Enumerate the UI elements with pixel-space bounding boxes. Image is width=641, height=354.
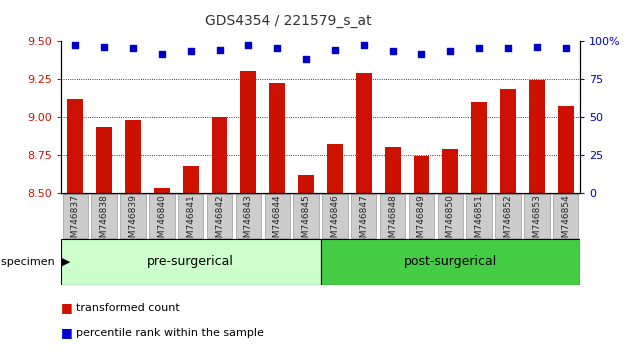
Text: GSM746837: GSM746837 xyxy=(71,194,80,249)
FancyBboxPatch shape xyxy=(149,194,174,238)
Point xyxy=(359,42,369,48)
FancyBboxPatch shape xyxy=(92,194,117,238)
FancyBboxPatch shape xyxy=(63,194,88,238)
Bar xyxy=(183,166,199,193)
FancyBboxPatch shape xyxy=(265,194,290,238)
FancyBboxPatch shape xyxy=(121,194,146,238)
Text: GSM746847: GSM746847 xyxy=(359,194,369,249)
Text: GSM746846: GSM746846 xyxy=(330,194,340,249)
Bar xyxy=(67,98,83,193)
Point xyxy=(214,47,225,53)
FancyBboxPatch shape xyxy=(236,194,261,238)
Text: GSM746843: GSM746843 xyxy=(244,194,253,249)
Text: GSM746854: GSM746854 xyxy=(561,194,570,249)
Point xyxy=(503,46,513,51)
Text: GSM746844: GSM746844 xyxy=(272,194,282,249)
Bar xyxy=(320,239,580,285)
Bar xyxy=(240,71,256,193)
FancyBboxPatch shape xyxy=(438,194,463,238)
Text: GSM746838: GSM746838 xyxy=(99,194,109,249)
Bar xyxy=(154,188,170,193)
Text: GSM746851: GSM746851 xyxy=(474,194,484,249)
Text: GSM746853: GSM746853 xyxy=(532,194,542,249)
Point xyxy=(474,46,485,51)
Text: GSM746841: GSM746841 xyxy=(186,194,196,249)
Text: GSM746850: GSM746850 xyxy=(445,194,455,249)
Point xyxy=(301,56,312,62)
Point xyxy=(387,48,397,54)
Point xyxy=(244,42,254,48)
Text: GSM746840: GSM746840 xyxy=(157,194,167,249)
FancyBboxPatch shape xyxy=(207,194,232,238)
FancyBboxPatch shape xyxy=(351,194,376,238)
Bar xyxy=(558,106,574,193)
Text: specimen  ▶: specimen ▶ xyxy=(1,257,70,267)
Bar xyxy=(471,102,487,193)
FancyBboxPatch shape xyxy=(178,194,203,238)
Text: pre-surgerical: pre-surgerical xyxy=(147,256,234,268)
Point xyxy=(272,46,283,51)
Text: post-surgerical: post-surgerical xyxy=(404,256,497,268)
Text: GSM746839: GSM746839 xyxy=(128,194,138,249)
Text: GSM746852: GSM746852 xyxy=(503,194,513,249)
Bar xyxy=(442,149,458,193)
Bar xyxy=(298,175,314,193)
Text: ■: ■ xyxy=(61,302,72,314)
Bar xyxy=(125,120,141,193)
Point xyxy=(330,47,340,53)
Text: percentile rank within the sample: percentile rank within the sample xyxy=(76,328,263,338)
FancyBboxPatch shape xyxy=(322,194,347,238)
FancyBboxPatch shape xyxy=(380,194,405,238)
Bar xyxy=(269,83,285,193)
Text: GDS4354 / 221579_s_at: GDS4354 / 221579_s_at xyxy=(205,14,372,28)
Point xyxy=(445,48,455,54)
Bar xyxy=(212,117,228,193)
FancyBboxPatch shape xyxy=(409,194,434,238)
Point xyxy=(128,46,138,51)
FancyBboxPatch shape xyxy=(467,194,492,238)
Bar xyxy=(356,73,372,193)
Point xyxy=(417,52,427,57)
Point xyxy=(99,44,109,50)
Point xyxy=(186,48,196,54)
Bar xyxy=(327,144,343,193)
FancyBboxPatch shape xyxy=(553,194,578,238)
Text: transformed count: transformed count xyxy=(76,303,179,313)
FancyBboxPatch shape xyxy=(294,194,319,238)
FancyBboxPatch shape xyxy=(495,194,520,238)
Text: GSM746848: GSM746848 xyxy=(388,194,397,249)
Bar xyxy=(96,127,112,193)
Text: GSM746849: GSM746849 xyxy=(417,194,426,249)
Point xyxy=(157,52,167,57)
Text: ■: ■ xyxy=(61,326,72,339)
Point xyxy=(71,42,81,48)
Bar xyxy=(385,147,401,193)
Point xyxy=(532,44,542,50)
Text: GSM746842: GSM746842 xyxy=(215,194,224,249)
Bar xyxy=(61,239,320,285)
FancyBboxPatch shape xyxy=(524,194,549,238)
Bar xyxy=(529,80,545,193)
Text: GSM746845: GSM746845 xyxy=(301,194,311,249)
Point xyxy=(560,46,571,51)
Bar xyxy=(413,156,429,193)
Bar xyxy=(500,90,516,193)
